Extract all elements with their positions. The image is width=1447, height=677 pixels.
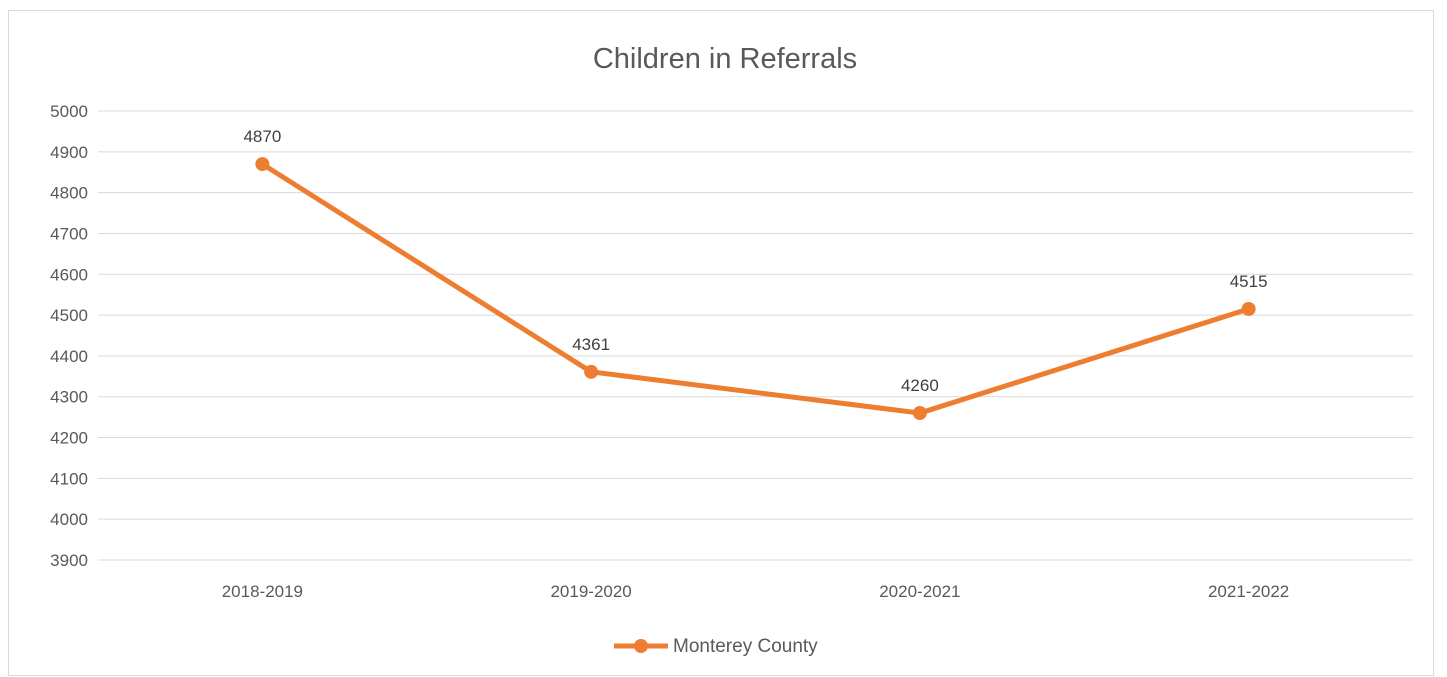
y-tick-label: 4500 (50, 306, 88, 325)
chart-area (8, 10, 1434, 676)
y-tick-label: 4800 (50, 184, 88, 203)
y-axis-ticks: 3900 4000 4100 4200 4300 4400 4500 4600 4700 4800… (50, 102, 88, 570)
legend: Monterey County (614, 636, 818, 657)
chart-title: Children in Referrals (593, 43, 857, 75)
x-axis-ticks: 2018-2019 2019-2020 2020-2021 2021-2022 (222, 582, 1290, 601)
data-label: 4515 (1230, 272, 1268, 291)
y-tick-label: 4200 (50, 429, 88, 448)
series-line (259, 161, 1252, 416)
data-point (255, 157, 270, 172)
x-tick-label: 2018-2019 (222, 582, 303, 601)
y-tick-label: 5000 (50, 102, 88, 121)
y-tick-label: 4400 (50, 347, 88, 366)
series-group (255, 157, 1256, 421)
y-tick-label: 3900 (50, 551, 88, 570)
gridlines (98, 110, 1413, 561)
data-point (1241, 301, 1256, 316)
x-tick-label: 2021-2022 (1208, 582, 1289, 601)
data-labels: 4870 4361 4260 4515 (243, 127, 1267, 395)
y-tick-label: 4900 (50, 143, 88, 162)
x-tick-label: 2019-2020 (550, 582, 631, 601)
y-tick-label: 4700 (50, 224, 88, 243)
x-tick-label: 2020-2021 (879, 582, 960, 601)
data-label: 4870 (243, 127, 281, 146)
data-label: 4361 (572, 335, 610, 354)
data-point (584, 364, 599, 379)
data-point (912, 406, 927, 421)
y-tick-label: 4600 (50, 265, 88, 284)
data-label: 4260 (901, 376, 939, 395)
y-tick-label: 4300 (50, 388, 88, 407)
legend-label: Monterey County (673, 636, 818, 657)
y-tick-label: 4000 (50, 510, 88, 529)
y-tick-label: 4100 (50, 469, 88, 488)
legend-dot-marker (634, 639, 648, 653)
